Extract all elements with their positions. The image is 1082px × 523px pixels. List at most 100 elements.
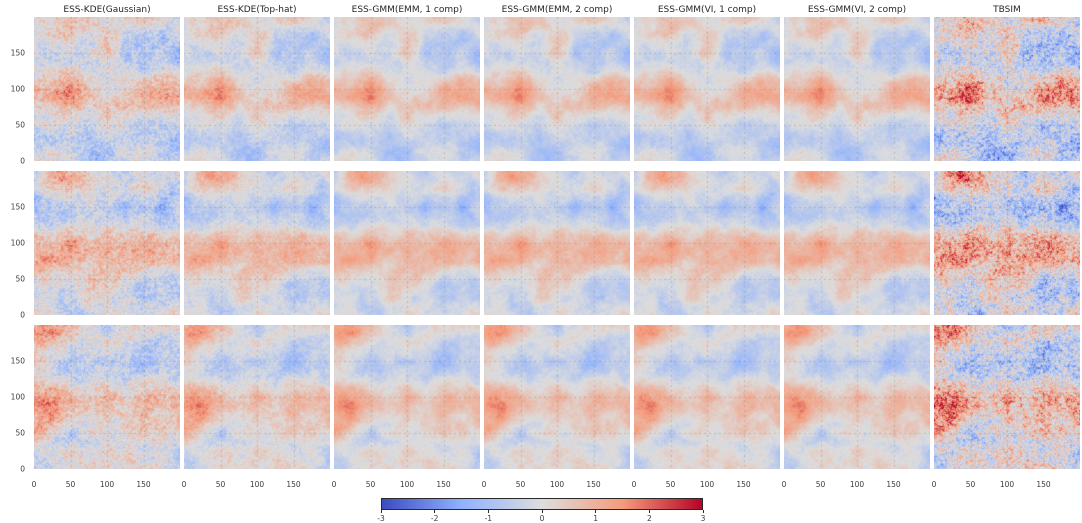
y-tick-label: 100 bbox=[10, 84, 25, 94]
heatmap-panel-cell-r3-c3 bbox=[334, 325, 480, 469]
x-tick-label: 0 bbox=[931, 480, 937, 489]
column-title-ess-gmm-vi-1: ESS-GMM(VI, 1 comp) bbox=[657, 5, 757, 15]
y-axis-labels-row-1: 0 50 100 150 bbox=[2, 17, 30, 164]
x-tick-label: 150 bbox=[436, 480, 451, 489]
y-tick-label: 50 bbox=[15, 274, 25, 284]
heatmap-panel-r2-c4 bbox=[484, 171, 630, 315]
x-axis-labels-col-3: 0 50 100 150 bbox=[331, 479, 480, 492]
panel-row-1: 0 50 100 150 bbox=[2, 17, 1082, 164]
x-tick-label: 150 bbox=[136, 480, 151, 489]
colorbar-tick-mark bbox=[541, 510, 543, 513]
heatmap-panel-cell-r2-c2 bbox=[184, 171, 330, 315]
colorbar-tick-label: -2 bbox=[430, 514, 439, 523]
colorbar-tick-mark bbox=[434, 510, 436, 513]
heatmap-panel-r2-c5 bbox=[634, 171, 780, 315]
heatmap-panel-cell-r3-c2 bbox=[184, 325, 330, 469]
x-tick-label: 150 bbox=[736, 480, 751, 489]
y-tick-label: 150 bbox=[10, 202, 25, 212]
heatmap-panel-cell-r3-c4 bbox=[484, 325, 630, 469]
x-tick-label: 100 bbox=[999, 480, 1015, 489]
heatmap-panel-r2-c7 bbox=[934, 171, 1080, 315]
heatmap-panel-r3-c2 bbox=[184, 325, 330, 469]
heatmap-panel-r3-c7 bbox=[934, 325, 1080, 469]
y-axis-labels-row-3: 0 50 100 150 bbox=[2, 325, 30, 472]
x-tick-label: 150 bbox=[1036, 480, 1051, 489]
x-tick-label: 0 bbox=[481, 480, 487, 489]
y-tick-label: 50 bbox=[15, 428, 25, 438]
heatmap-panel-r1-c5 bbox=[634, 17, 780, 161]
heatmap-panel-cell-r3-c7 bbox=[934, 325, 1080, 469]
y-tick-label: 100 bbox=[10, 238, 25, 248]
colorbar-tick-label: -3 bbox=[377, 514, 385, 523]
y-axis-labels-row-2: 0 50 100 150 bbox=[2, 171, 30, 318]
heatmap-panel-r2-c6 bbox=[784, 171, 930, 315]
heatmap-panel-cell-r2-c6 bbox=[784, 171, 930, 315]
colorbar-tick-label: 0 bbox=[539, 514, 545, 523]
x-tick-label: 100 bbox=[849, 480, 865, 489]
heatmap-panel-r3-c5 bbox=[634, 325, 780, 469]
x-tick-label: 150 bbox=[586, 480, 601, 489]
x-tick-row: 0 50 100 150 0 50 100 150 0 50 100 150 0 50 100 150 0 50 1… bbox=[2, 479, 1082, 492]
y-tick-label: 0 bbox=[20, 464, 25, 474]
x-tick-label: 150 bbox=[286, 480, 301, 489]
x-tick-label: 100 bbox=[699, 480, 715, 489]
heatmap-panel-r1-c1 bbox=[34, 17, 180, 161]
x-tick-label: 0 bbox=[331, 480, 337, 489]
x-tick-label: 50 bbox=[365, 480, 376, 489]
panel-row-3: 0 50 100 150 bbox=[2, 325, 1082, 472]
column-title-tbsim: TBSIM bbox=[993, 5, 1021, 15]
x-tick-label: 150 bbox=[886, 480, 901, 489]
heatmap-panel-cell-r1-c5 bbox=[634, 17, 780, 161]
y-tick-label: 50 bbox=[15, 120, 25, 130]
heatmap-panel-cell-r1-c7 bbox=[934, 17, 1080, 161]
x-tick-label: 100 bbox=[249, 480, 265, 489]
heatmap-panel-cell-r2-c4 bbox=[484, 171, 630, 315]
column-title-ess-gmm-vi-2: ESS-GMM(VI, 2 comp) bbox=[807, 5, 907, 15]
heatmap-panel-cell-r2-c3 bbox=[334, 171, 480, 315]
heatmap-panel-r1-c3 bbox=[334, 17, 480, 161]
colorbar-tick-label: -1 bbox=[484, 514, 493, 523]
x-tick-label: 100 bbox=[399, 480, 415, 489]
x-tick-label: 100 bbox=[99, 480, 115, 489]
colorbar-wrap: -3 -2 -1 0 1 2 3 bbox=[377, 498, 705, 523]
x-tick-label: 50 bbox=[665, 480, 676, 489]
colorbar-tick-label: 2 bbox=[646, 514, 652, 523]
column-title-ess-gmm-emm-1: ESS-GMM(EMM, 1 comp) bbox=[351, 5, 463, 15]
heatmap-panel-r3-c6 bbox=[784, 325, 930, 469]
x-tick-label: 50 bbox=[965, 480, 976, 489]
y-tick-label: 0 bbox=[20, 156, 25, 166]
colorbar-tick-mark bbox=[487, 510, 489, 513]
heatmap-panel-r2-c1 bbox=[34, 171, 180, 315]
heatmap-panel-r2-c2 bbox=[184, 171, 330, 315]
colorbar-tick-mark bbox=[702, 510, 704, 513]
x-axis-labels-col-7: 0 50 100 150 bbox=[931, 479, 1080, 492]
heatmap-panel-cell-r3-c5 bbox=[634, 325, 780, 469]
y-tick-label: 0 bbox=[20, 310, 25, 320]
colorbar bbox=[381, 498, 703, 510]
heatmap-panel-cell-r2-c5 bbox=[634, 171, 780, 315]
x-axis-labels-col-6: 0 50 100 150 bbox=[782, 479, 930, 492]
x-tick-label: 0 bbox=[631, 480, 637, 489]
heatmap-panel-r1-c6 bbox=[784, 17, 930, 161]
column-title-ess-kde-tophat: ESS-KDE(Top-hat) bbox=[217, 5, 297, 15]
x-axis-labels-col-1: 0 50 100 150 bbox=[31, 479, 180, 492]
x-tick-spacer bbox=[2, 479, 30, 492]
heatmap-panel-cell-r3-c6 bbox=[784, 325, 930, 469]
x-axis-labels-col-4: 0 50 100 150 bbox=[481, 479, 630, 492]
y-tick-label: 100 bbox=[10, 392, 25, 402]
x-tick-label: 0 bbox=[31, 480, 37, 489]
heatmap-panel-cell-r2-c7 bbox=[934, 171, 1080, 315]
colorbar-tick-mark bbox=[648, 510, 650, 513]
heatmap-panel-cell-r1-c2 bbox=[184, 17, 330, 161]
heatmap-panel-r2-c3 bbox=[334, 171, 480, 315]
heatmap-panel-r1-c2 bbox=[184, 17, 330, 161]
x-axis-labels-col-2: 0 50 100 150 bbox=[182, 479, 330, 492]
column-titles-row: ESS-KDE(Gaussian) ESS-KDE(Top-hat) ESS-G… bbox=[2, 0, 1082, 17]
y-tick-label: 150 bbox=[10, 48, 25, 58]
heatmap-panel-cell-r1-c4 bbox=[484, 17, 630, 161]
panel-row-2: 0 50 100 150 bbox=[2, 171, 1082, 318]
x-axis-labels-col-5: 0 50 100 150 bbox=[631, 479, 780, 492]
y-tick-label: 150 bbox=[10, 356, 25, 366]
heatmap-panel-cell-r3-c1 bbox=[34, 325, 180, 469]
